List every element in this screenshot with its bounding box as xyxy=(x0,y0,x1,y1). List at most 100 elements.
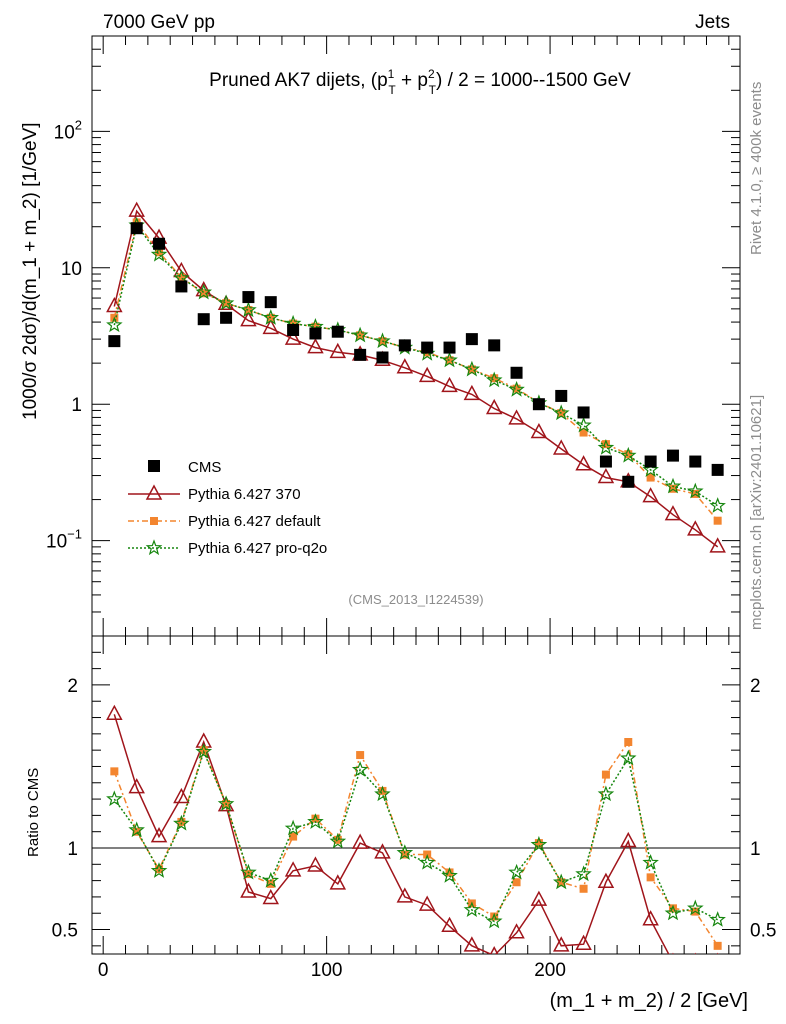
ratio-point-triangle xyxy=(284,861,302,877)
main-point-cms xyxy=(599,455,612,468)
y-tick-label: 10 xyxy=(61,259,82,280)
main-point-triangle xyxy=(687,520,704,536)
ratio-point-square xyxy=(557,878,566,887)
main-point-cms xyxy=(443,341,456,354)
main-point-cms xyxy=(197,313,210,326)
x-axis-label: (m_1 + m_2) / 2 [GeV] xyxy=(550,990,748,1012)
main-point-star xyxy=(217,294,235,311)
main-point-cms xyxy=(421,341,434,354)
main-point-star xyxy=(709,497,726,513)
ratio-point-square xyxy=(132,827,141,836)
main-point-star xyxy=(150,245,168,262)
ratio-point-square xyxy=(244,870,253,879)
main-series xyxy=(106,201,726,553)
main-point-cms xyxy=(398,339,411,352)
main-point-square xyxy=(646,473,655,482)
main-point-star xyxy=(619,446,637,463)
main-point-cms xyxy=(532,398,545,411)
ratio-point-star xyxy=(418,854,436,870)
main-point-square xyxy=(713,516,722,525)
ratio-point-triangle xyxy=(173,787,190,804)
ratio-point-triangle xyxy=(128,778,145,794)
ratio-point-square xyxy=(512,878,521,887)
y-tick-label: 10−1 xyxy=(46,527,82,553)
ratio-y-axis-label: Ratio to CMS xyxy=(25,768,42,857)
ratio-point-square xyxy=(356,751,365,760)
ratio-point-star xyxy=(485,912,503,929)
ratio-point-triangle xyxy=(329,874,347,890)
y-tick-label-base: 10 xyxy=(46,532,67,553)
legend: CMS Pythia 6.427 370 Pythia 6.427 defaul… xyxy=(128,459,327,557)
main-point-square xyxy=(490,374,499,383)
ratio-point-square xyxy=(534,839,543,848)
ratio-point-star xyxy=(351,761,369,777)
x-tick-label: 200 xyxy=(534,960,566,981)
main-point-cms xyxy=(287,323,300,336)
main-point-square xyxy=(155,248,164,257)
y-tick-label: 102 xyxy=(54,117,82,143)
ratio-point-star xyxy=(441,866,458,883)
ratio-point-star xyxy=(173,814,190,831)
main-point-star xyxy=(463,360,481,377)
main-point-cms xyxy=(689,455,702,468)
ratio-point-triangle xyxy=(552,936,570,952)
ratio-point-square xyxy=(155,865,164,874)
main-point-triangle xyxy=(485,398,503,415)
ratio-point-triangle xyxy=(508,923,525,939)
ratio-point-square xyxy=(311,814,320,823)
main-point-triangle xyxy=(530,422,548,439)
analysis-id-label: (CMS_2013_I1224539) xyxy=(348,592,483,607)
main-point-square xyxy=(222,299,231,308)
ratio-point-triangle xyxy=(262,888,280,905)
ratio-point-star xyxy=(552,873,570,890)
ratio-point-triangle xyxy=(694,952,697,954)
ratio-point-star xyxy=(664,904,682,921)
main-point-square xyxy=(244,306,253,315)
ratio-point-triangle xyxy=(530,890,548,906)
main-point-star xyxy=(374,332,391,349)
ratio-point-triangle xyxy=(307,856,324,872)
ratio-point-triangle xyxy=(150,827,168,843)
ratio-point-square xyxy=(579,884,588,893)
main-point-cms xyxy=(376,351,389,364)
legend-label-cms: CMS xyxy=(188,459,221,476)
ratio-point-square xyxy=(289,832,298,841)
ratio-point-star xyxy=(530,835,548,852)
header-left: 7000 GeV pp xyxy=(103,12,215,33)
main-point-triangle xyxy=(106,296,123,313)
legend-label-default: Pythia 6.427 default xyxy=(188,513,321,530)
ratio-point-triangle xyxy=(620,831,637,848)
ratio-point-star xyxy=(240,863,257,880)
main-point-star xyxy=(642,461,659,478)
ratio-point-triangle xyxy=(672,952,674,954)
ratio-point-triangle xyxy=(716,952,719,954)
ratio-point-star xyxy=(709,911,726,927)
main-point-star xyxy=(552,404,570,421)
main-point-triangle xyxy=(284,329,302,345)
y-tick-label-exponent: −1 xyxy=(67,527,82,542)
main-point-cms xyxy=(465,333,478,346)
ratio-point-triangle xyxy=(575,934,592,950)
main-point-star xyxy=(240,301,257,318)
main-point-triangle xyxy=(240,311,257,327)
main-point-cms xyxy=(108,335,121,348)
ratio-point-star xyxy=(128,821,145,838)
ratio-point-square xyxy=(624,738,633,746)
ratio-y-tick-label-right: 2 xyxy=(750,676,761,697)
legend-label-370: Pythia 6.427 370 xyxy=(188,486,301,503)
main-point-cms xyxy=(555,389,568,402)
main-point-square xyxy=(624,450,633,459)
ratio-point-star xyxy=(217,795,235,811)
main-point-star xyxy=(195,283,213,300)
legend-marker-proq2o xyxy=(145,539,163,556)
main-point-cms xyxy=(331,325,344,338)
main-line-square xyxy=(113,220,719,522)
ratio-point-star xyxy=(150,862,168,878)
main-point-cms xyxy=(510,366,523,379)
main-point-star xyxy=(664,477,682,494)
ratio-point-square xyxy=(110,767,119,776)
ratio-point-triangle xyxy=(597,872,615,888)
ratio-point-star xyxy=(329,832,347,849)
main-point-cms xyxy=(220,311,233,324)
main-point-triangle xyxy=(396,358,414,374)
